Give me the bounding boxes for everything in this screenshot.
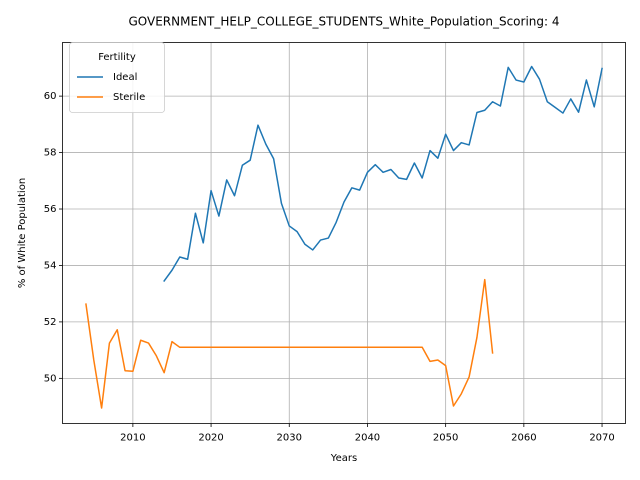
legend-box (69, 42, 165, 113)
legend: Fertility Ideal Sterile (69, 42, 165, 113)
y-tick-label: 52 (44, 317, 57, 328)
x-tick-label: 2050 (433, 433, 458, 444)
legend-label-ideal: Ideal (113, 72, 137, 83)
x-tick-label: 2060 (511, 433, 536, 444)
x-tick-label: 2070 (589, 433, 614, 444)
plot-frame (62, 42, 626, 424)
grid (62, 42, 626, 424)
series-line-sterile (85, 278, 494, 409)
y-axis-label: % of White Population (17, 178, 28, 288)
x-tick-label: 2030 (277, 433, 302, 444)
y-tick-label: 54 (44, 260, 57, 271)
x-tick-label: 2010 (120, 433, 145, 444)
x-tick-label: 2040 (355, 433, 380, 444)
y-tick-label: 50 (44, 373, 57, 384)
y-tick-label: 56 (44, 204, 57, 215)
chart-title: GOVERNMENT_HELP_COLLEGE_STUDENTS_White_P… (128, 15, 559, 29)
y-tick-label: 58 (44, 148, 57, 159)
legend-title: Fertility (98, 52, 136, 63)
x-axis-label: Years (330, 453, 357, 464)
plot-series (85, 65, 603, 409)
legend-label-sterile: Sterile (113, 92, 145, 103)
axis-ticks: 2010 2020 2030 2040 2050 2060 2070 50 52 54 56 58 60 (44, 91, 615, 443)
y-tick-label: 60 (44, 91, 57, 102)
series-line-ideal (163, 65, 603, 283)
x-tick-label: 2020 (198, 433, 223, 444)
